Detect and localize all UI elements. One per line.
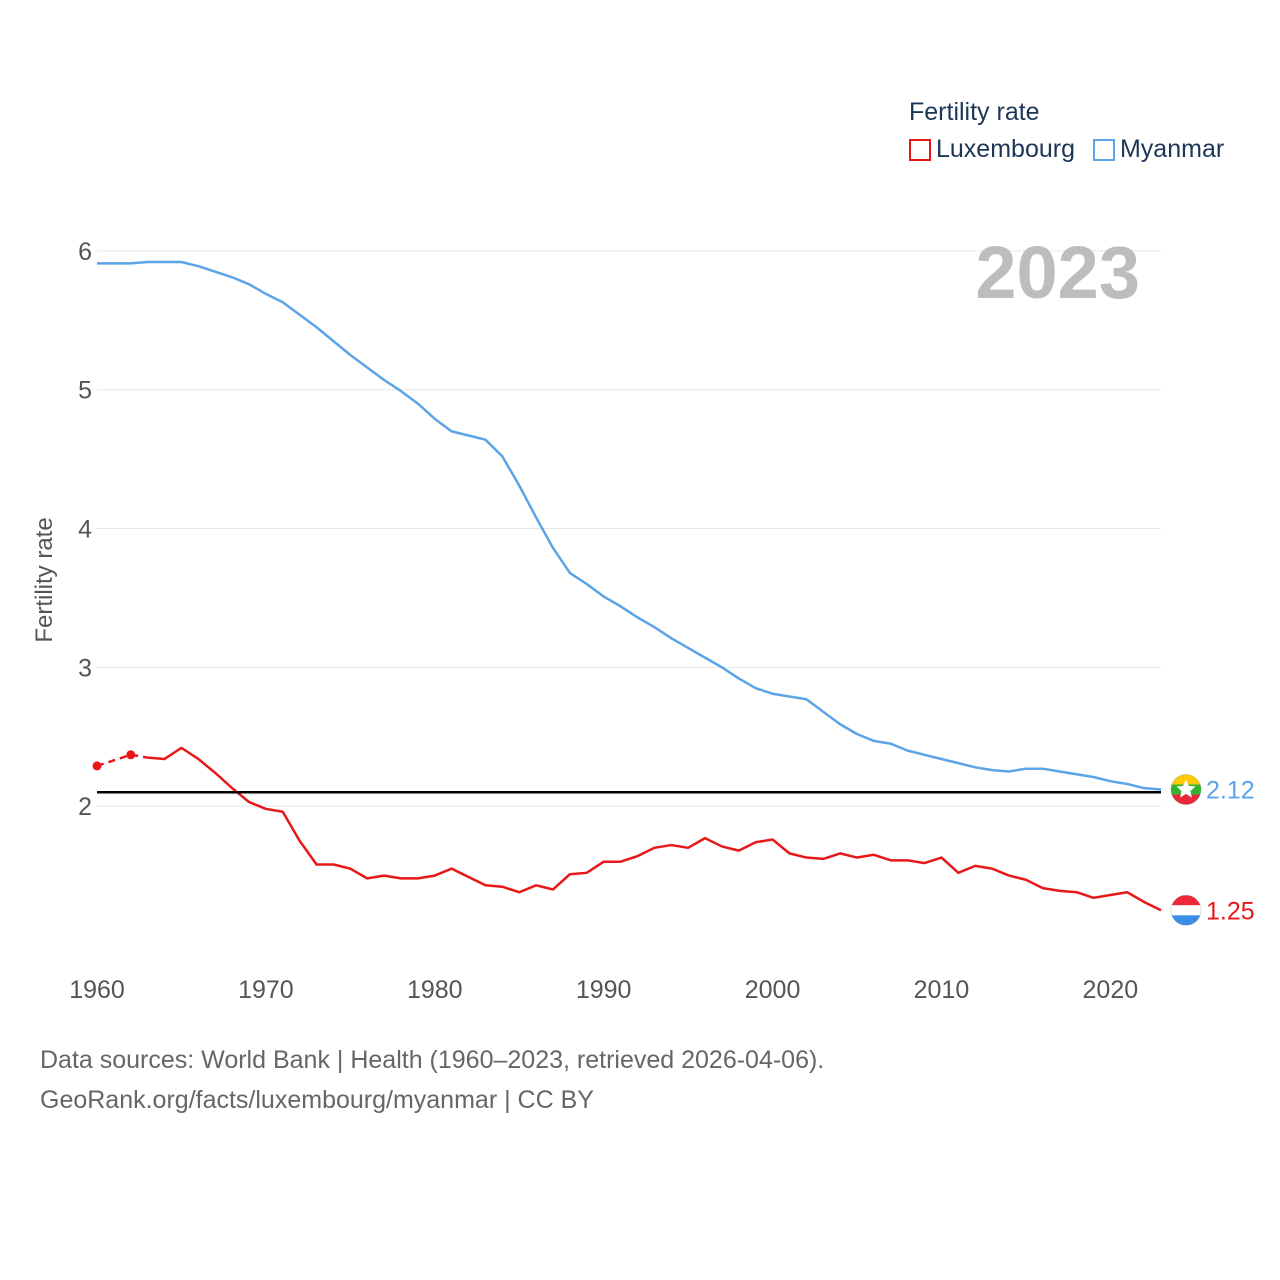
end-markers: 1.25 2.12 [1170, 774, 1255, 926]
y-tick-6: 6 [78, 238, 92, 266]
luxembourg-estimated-line [96, 753, 148, 768]
y-tick-5: 5 [78, 377, 92, 405]
luxembourg-flag-outline [1170, 894, 1202, 926]
grid-lines [97, 250, 1161, 807]
luxembourg-swatch [909, 138, 931, 161]
flag-stripe-red [1171, 794, 1201, 805]
source-note: Data sources: World Bank | Health (1960–… [40, 1040, 824, 1120]
x-tick-2020: 2020 [1083, 976, 1139, 1004]
myanmar-end-value-label: 2.12 [1206, 777, 1255, 805]
y-axis-ticks: 2 3 4 5 6 [78, 238, 92, 821]
myanmar-swatch [1092, 138, 1115, 161]
y-axis-label: Fertility rate [31, 517, 58, 642]
legend-items: Luxembourg Myanmar [909, 135, 1224, 164]
y-tick-4: 4 [78, 516, 92, 544]
x-tick-1970: 1970 [238, 976, 294, 1004]
x-tick-2000: 2000 [745, 976, 801, 1004]
myanmar-line [97, 260, 1162, 791]
y-tick-2: 2 [78, 793, 92, 821]
luxembourg-point-1962 [126, 750, 136, 760]
x-tick-2010: 2010 [914, 976, 970, 1004]
x-tick-1990: 1990 [576, 976, 632, 1004]
legend-title: Fertility rate [909, 98, 1040, 126]
legend-item-luxembourg[interactable]: Luxembourg [909, 135, 1075, 164]
luxembourg-flag-icon [1171, 895, 1201, 926]
legend-label-myanmar: Myanmar [1119, 135, 1225, 163]
x-tick-1960: 1960 [69, 976, 125, 1004]
luxembourg-end-value-label: 1.25 [1206, 897, 1255, 925]
flag-stripe-white [1171, 905, 1201, 916]
series-layer [92, 260, 1162, 912]
x-axis-ticks: 1960 1970 1980 1990 2000 2010 2020 [69, 976, 1138, 1004]
flag-stripe-red [1171, 895, 1201, 906]
legend-item-myanmar[interactable]: Myanmar [1092, 135, 1225, 164]
y-tick-3: 3 [78, 654, 92, 682]
legend: Fertility rate Luxembourg Myanmar [909, 98, 1224, 164]
source-line-link[interactable]: GeoRank.org/facts/luxembourg/myanmar | C… [40, 1086, 594, 1114]
flag-star [1176, 779, 1196, 798]
source-line-data: Data sources: World Bank | Health (1960–… [40, 1046, 825, 1074]
x-tick-1980: 1980 [407, 976, 463, 1004]
legend-label-luxembourg: Luxembourg [936, 135, 1075, 163]
myanmar-flag-icon [1171, 774, 1201, 805]
flag-stripe-blue [1171, 915, 1201, 926]
luxembourg-point-1960 [92, 761, 102, 771]
myanmar-flag-outline [1170, 774, 1202, 806]
year-label: 2023 [975, 231, 1140, 314]
luxembourg-line [147, 746, 1162, 912]
